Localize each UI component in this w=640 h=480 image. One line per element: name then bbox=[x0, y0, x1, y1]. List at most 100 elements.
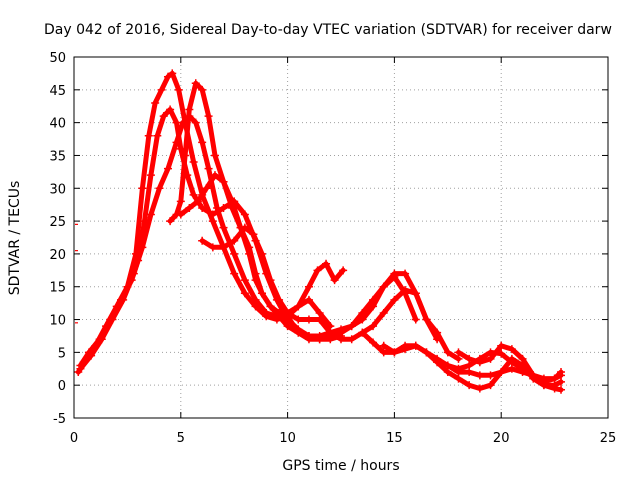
data-point bbox=[163, 72, 172, 81]
data-point bbox=[198, 203, 207, 212]
y-tick-label: 40 bbox=[49, 117, 66, 132]
x-tick-label: 20 bbox=[493, 431, 510, 446]
data-point bbox=[322, 259, 331, 268]
data-point bbox=[411, 289, 420, 298]
data-point bbox=[283, 308, 292, 317]
y-tick-label: 10 bbox=[49, 314, 66, 329]
data-point bbox=[240, 210, 249, 219]
data-point bbox=[358, 328, 367, 337]
data-point bbox=[240, 289, 249, 298]
data-point bbox=[379, 282, 388, 291]
data-point bbox=[266, 302, 275, 311]
data-point bbox=[283, 322, 292, 331]
data-point bbox=[151, 98, 160, 107]
data-point bbox=[369, 338, 378, 347]
data-point bbox=[172, 138, 181, 147]
data-point bbox=[339, 266, 348, 275]
data-point bbox=[330, 276, 339, 285]
data-point bbox=[304, 315, 313, 324]
data-point bbox=[411, 341, 420, 350]
y-tick-label: 50 bbox=[49, 51, 66, 66]
data-point bbox=[294, 328, 303, 337]
data-point bbox=[240, 223, 249, 232]
data-point bbox=[443, 361, 452, 370]
data-point bbox=[379, 308, 388, 317]
data-point bbox=[475, 384, 484, 393]
data-point bbox=[97, 335, 106, 344]
data-point bbox=[191, 79, 200, 88]
data-point bbox=[518, 354, 527, 363]
data-point bbox=[138, 184, 147, 193]
data-point bbox=[198, 138, 207, 147]
data-point bbox=[230, 249, 239, 258]
data-point bbox=[230, 269, 239, 278]
y-tick-label: 25 bbox=[49, 215, 66, 230]
data-point bbox=[174, 85, 183, 94]
data-point bbox=[146, 171, 155, 180]
data-point bbox=[454, 364, 463, 373]
data-point bbox=[486, 354, 495, 363]
series-line bbox=[178, 172, 440, 342]
data-point bbox=[465, 381, 474, 390]
data-point bbox=[401, 269, 410, 278]
y-tick-label: 15 bbox=[49, 281, 66, 296]
x-tick-label: 25 bbox=[600, 431, 617, 446]
data-point bbox=[245, 249, 254, 258]
data-point bbox=[219, 223, 228, 232]
series-trace-8 bbox=[379, 341, 566, 394]
y-tick-label: 35 bbox=[49, 149, 66, 164]
data-point bbox=[275, 308, 284, 317]
data-point bbox=[168, 69, 177, 78]
data-point bbox=[166, 105, 175, 114]
data-point bbox=[208, 210, 217, 219]
data-point bbox=[539, 381, 548, 390]
data-point bbox=[181, 151, 190, 160]
data-point bbox=[189, 158, 198, 167]
data-point bbox=[529, 371, 538, 380]
data-point bbox=[294, 302, 303, 311]
data-point bbox=[155, 184, 164, 193]
data-point bbox=[379, 341, 388, 350]
data-point bbox=[497, 341, 506, 350]
x-tick-label: 15 bbox=[386, 431, 403, 446]
data-point bbox=[475, 358, 484, 367]
data-point bbox=[390, 348, 399, 357]
data-point bbox=[76, 364, 85, 373]
data-point bbox=[557, 377, 566, 386]
data-point bbox=[198, 85, 207, 94]
series-line bbox=[77, 107, 344, 368]
data-point bbox=[401, 286, 410, 295]
y-tick-label: 5 bbox=[58, 346, 66, 361]
data-point bbox=[159, 112, 168, 121]
data-point bbox=[204, 112, 213, 121]
data-point bbox=[507, 358, 516, 367]
data-point bbox=[465, 354, 474, 363]
data-point bbox=[326, 328, 335, 337]
data-point bbox=[240, 276, 249, 285]
series-trace-10 bbox=[454, 341, 566, 390]
data-point bbox=[157, 85, 166, 94]
data-point bbox=[315, 335, 324, 344]
plot-frame bbox=[73, 56, 609, 419]
data-point bbox=[550, 381, 559, 390]
data-point bbox=[275, 295, 284, 304]
data-point bbox=[163, 164, 172, 173]
data-point bbox=[257, 289, 266, 298]
data-point bbox=[486, 371, 495, 380]
data-point bbox=[369, 295, 378, 304]
data-point bbox=[210, 171, 219, 180]
data-point bbox=[108, 315, 117, 324]
data-point bbox=[87, 351, 96, 360]
data-point bbox=[486, 381, 495, 390]
data-point bbox=[433, 358, 442, 367]
data-point bbox=[401, 345, 410, 354]
chart-title: Day 042 of 2016, Sidereal Day-to-day VTE… bbox=[44, 22, 612, 38]
data-point bbox=[411, 315, 420, 324]
data-point bbox=[475, 371, 484, 380]
data-point bbox=[304, 282, 313, 291]
data-point bbox=[422, 348, 431, 357]
data-point bbox=[347, 322, 356, 331]
data-point bbox=[228, 197, 237, 206]
data-point bbox=[251, 295, 260, 304]
